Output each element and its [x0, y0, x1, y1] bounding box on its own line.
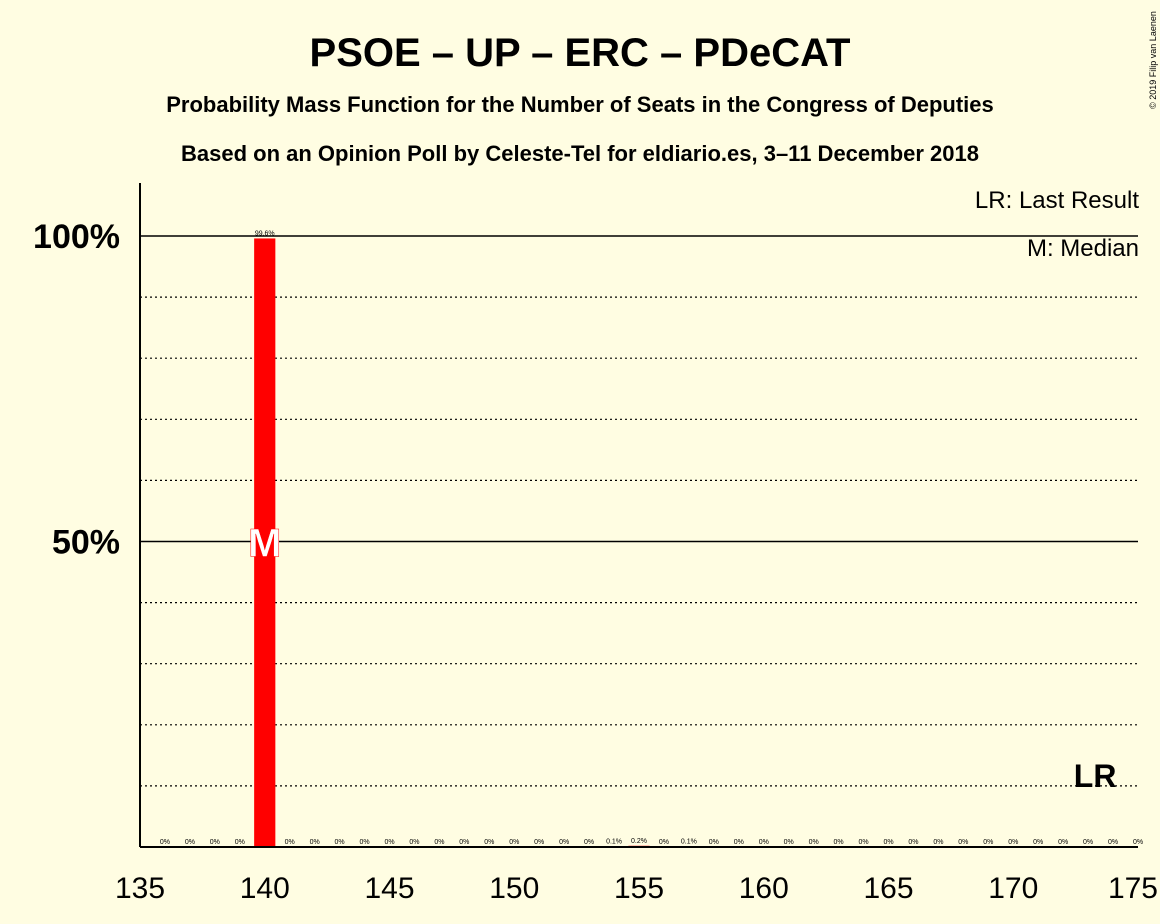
axes — [139, 183, 1138, 848]
x-tick-label-170: 170 — [988, 872, 1038, 905]
chart-title: PSOE – UP – ERC – PDeCAT — [310, 31, 851, 75]
bar-label-153: 0% — [584, 839, 594, 846]
bar-label-170: 0% — [1008, 839, 1018, 846]
y-tick-label-100: 100% — [33, 218, 120, 256]
y-tick-labels: 50% 100% — [33, 218, 120, 562]
gridlines — [140, 235, 1138, 787]
bar-label-138: 0% — [210, 839, 220, 846]
bar-label-150: 0% — [509, 839, 519, 846]
chart-subtitle-1: Probability Mass Function for the Number… — [166, 92, 994, 117]
bar-label-148: 0% — [459, 839, 469, 846]
bar-label-158: 0% — [709, 839, 719, 846]
x-tick-label-155: 155 — [614, 872, 664, 905]
bar-label-164: 0% — [858, 839, 868, 846]
x-tick-label-160: 160 — [739, 872, 789, 905]
x-tick-label-165: 165 — [863, 872, 913, 905]
bar-label-151: 0% — [534, 839, 544, 846]
x-tick-label-175: 175 — [1108, 872, 1158, 905]
x-tick-label-140: 140 — [240, 872, 290, 905]
bar-label-155: 0.2% — [631, 838, 647, 845]
bar-label-152: 0% — [559, 839, 569, 846]
bar-label-141: 0% — [285, 839, 295, 846]
bar-label-149: 0% — [484, 839, 494, 846]
legend: LR: Last Result M: Median — [975, 187, 1139, 262]
bar-label-163: 0% — [834, 839, 844, 846]
median-marker: M — [248, 522, 281, 566]
bar-label-145: 0% — [384, 839, 394, 846]
bar-label-154: 0.1% — [606, 838, 622, 845]
bar-label-139: 0% — [235, 839, 245, 846]
bar-label-142: 0% — [310, 839, 320, 846]
bar-label-156: 0% — [659, 839, 669, 846]
bar-label-172: 0% — [1058, 839, 1068, 846]
bar-label-157: 0.1% — [681, 838, 697, 845]
bar-label-171: 0% — [1033, 839, 1043, 846]
bars — [254, 238, 700, 848]
bar-label-167: 0% — [933, 839, 943, 846]
legend-item-1: M: Median — [1027, 235, 1139, 262]
bar-label-162: 0% — [809, 839, 819, 846]
copyright-note: © 2019 Filip van Laenen — [1148, 11, 1158, 109]
x-tick-label-145: 145 — [364, 872, 414, 905]
bar-label-147: 0% — [434, 839, 444, 846]
y-tick-label-50: 50% — [52, 524, 120, 562]
markers: M LR — [248, 521, 1117, 794]
bar-label-161: 0% — [784, 839, 794, 846]
chart-subtitle-2: Based on an Opinion Poll by Celeste-Tel … — [181, 141, 979, 166]
bar-label-140: 99.6% — [255, 230, 275, 237]
bar-labels: 0% 0% 0% 0% 99.6% 0% 0% 0% 0% 0% 0% 0% 0% 0% 0% 0% 0% 0% 0… — [160, 230, 1143, 846]
bar-label-146: 0% — [409, 839, 419, 846]
x-tick-label-135: 135 — [115, 872, 165, 905]
bar-140 — [254, 238, 276, 848]
bar-label-143: 0% — [335, 839, 345, 846]
bar-label-169: 0% — [983, 839, 993, 846]
bar-label-144: 0% — [359, 839, 369, 846]
last-result-marker: LR — [1074, 758, 1117, 794]
bar-label-174: 0% — [1108, 839, 1118, 846]
bar-label-136: 0% — [160, 839, 170, 846]
bar-label-173: 0% — [1083, 839, 1093, 846]
bar-label-159: 0% — [734, 839, 744, 846]
legend-item-0: LR: Last Result — [975, 187, 1139, 214]
bar-label-137: 0% — [185, 839, 195, 846]
bar-label-166: 0% — [908, 839, 918, 846]
x-tick-label-150: 150 — [489, 872, 539, 905]
bar-label-165: 0% — [883, 839, 893, 846]
bar-label-175: 0% — [1133, 839, 1143, 846]
bar-label-168: 0% — [958, 839, 968, 846]
x-tick-labels: 135 140 145 150 155 160 165 170 175 — [115, 872, 1158, 905]
bar-label-160: 0% — [759, 839, 769, 846]
